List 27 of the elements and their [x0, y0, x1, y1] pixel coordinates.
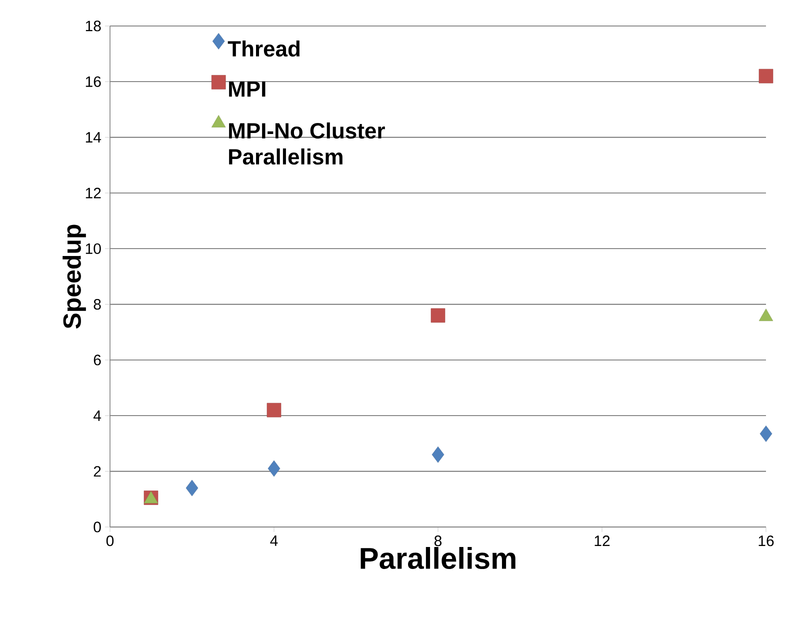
y-tick-label: 18: [86, 20, 101, 32]
legend-label: Thread: [228, 40, 300, 57]
point: [758, 68, 774, 84]
y-tick-label: 6: [94, 354, 101, 366]
x-tick-label: 4: [270, 536, 278, 546]
y-tick-label: 14: [86, 132, 102, 142]
point: [760, 426, 772, 442]
point: [266, 402, 282, 418]
y-tick-label: 16: [86, 76, 101, 87]
point: [186, 480, 198, 496]
point: [268, 460, 280, 477]
y-tick-label: 8: [94, 299, 101, 310]
x-tick-label: 8: [434, 536, 442, 546]
y-axis-title: Speedup: [62, 224, 86, 329]
legend-label: MPI-No Cluster Parallelism: [229, 122, 385, 165]
y-tick-label: 12: [86, 188, 101, 198]
y-tick-label: 2: [94, 466, 101, 477]
point: [432, 446, 444, 463]
x-tick-label: 12: [594, 536, 610, 546]
x-tick-label: 0: [106, 536, 114, 546]
point: [430, 308, 446, 323]
legend-label: MPI: [229, 81, 266, 97]
x-axis-title: Parallelism: [360, 547, 516, 570]
y-tick-label: 10: [86, 243, 101, 254]
y-tick-label: 0: [94, 522, 101, 532]
x-tick-label: 16: [758, 536, 774, 546]
y-tick-label: 4: [93, 410, 102, 421]
